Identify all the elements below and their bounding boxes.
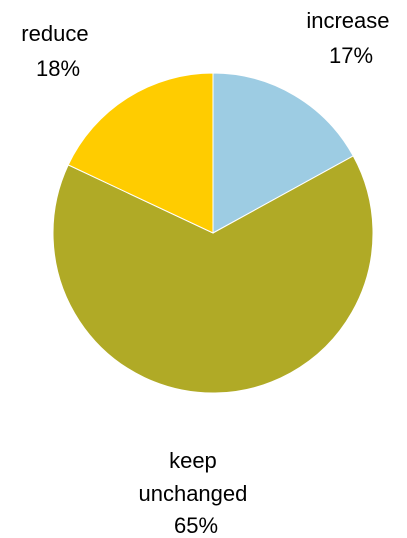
slice-label-reduce-percent: 18%	[36, 56, 80, 81]
slice-label-keep-unchanged: keep unchanged 65%	[138, 448, 253, 538]
pie-slice-keep-unchanged	[52, 155, 374, 394]
slice-label-keep-unchanged-line-2: unchanged	[138, 481, 247, 506]
slice-label-reduce: reduce 18%	[21, 21, 94, 81]
slice-label-increase: increase 17%	[306, 8, 395, 68]
pie-slices	[52, 72, 374, 394]
slice-label-keep-unchanged-percent: 65%	[174, 513, 218, 538]
slice-label-increase-line-1: increase	[306, 8, 389, 33]
pie-slice-reduce	[67, 72, 214, 234]
pie-slice-increase	[212, 72, 354, 234]
slice-label-reduce-line-1: reduce	[21, 21, 88, 46]
slice-label-keep-unchanged-line-1: keep	[169, 448, 217, 473]
slice-label-increase-percent: 17%	[329, 43, 373, 68]
